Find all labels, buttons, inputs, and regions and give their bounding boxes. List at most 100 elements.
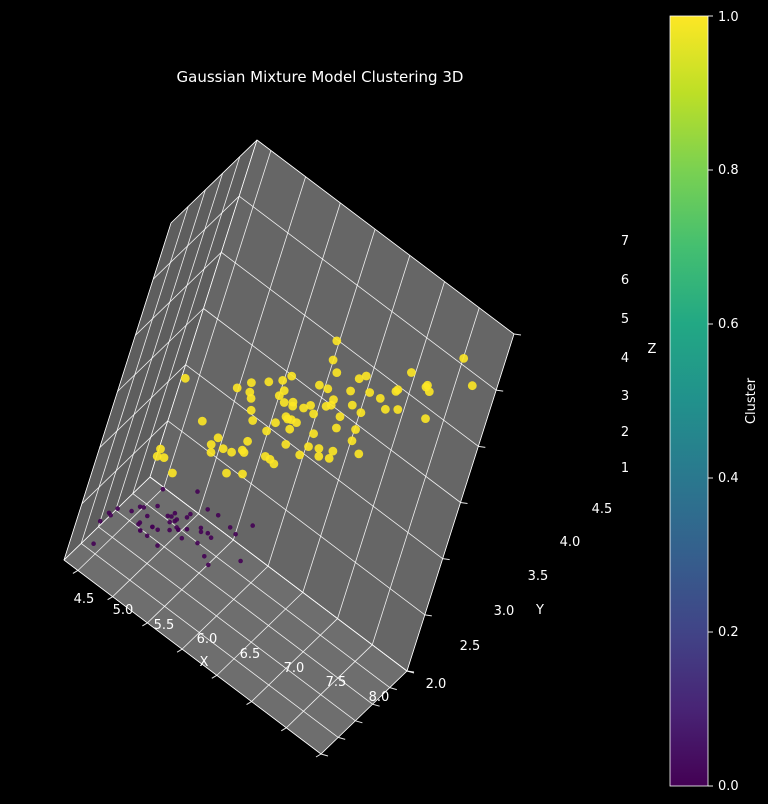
data-point-cluster-1 (218, 444, 228, 454)
z-tick-label: 7 (621, 234, 629, 249)
data-point-cluster-1 (354, 449, 364, 459)
data-point-cluster-1 (332, 368, 342, 377)
z-tick-label: 1 (621, 461, 629, 476)
data-point-cluster-1 (299, 403, 308, 413)
data-point-cluster-1 (156, 444, 165, 454)
grid-line-x-floor (181, 565, 269, 650)
data-point-cluster-1 (421, 382, 431, 392)
x-axis-label: X (200, 655, 209, 670)
data-point-cluster-0 (141, 505, 147, 510)
data-point-cluster-1 (152, 451, 162, 461)
x-tick-mark (211, 674, 218, 679)
data-point-cluster-1 (346, 386, 355, 396)
data-point-cluster-0 (172, 510, 178, 516)
grid-line-z-back (185, 364, 443, 559)
data-point-cluster-0 (167, 519, 172, 525)
data-point-cluster-1 (269, 459, 279, 469)
y-axis-label: Y (535, 603, 544, 618)
data-point-cluster-0 (155, 503, 160, 509)
data-point-cluster-0 (198, 529, 204, 535)
data-point-cluster-0 (238, 558, 243, 564)
data-point-cluster-0 (106, 510, 112, 516)
data-point-cluster-1 (285, 424, 295, 434)
data-point-cluster-0 (174, 517, 180, 522)
x-tick-mark (281, 727, 287, 732)
z-tick-label: 4 (621, 351, 629, 366)
data-point-cluster-1 (237, 445, 247, 455)
data-point-cluster-0 (202, 554, 207, 559)
data-point-cluster-1 (347, 436, 357, 446)
data-point-cluster-1 (271, 418, 280, 428)
x-tick-label: 5.0 (113, 603, 134, 618)
y-tick-label: 2.5 (460, 639, 481, 654)
data-point-cluster-0 (205, 530, 211, 536)
data-point-cluster-1 (295, 450, 305, 460)
data-point-cluster-0 (160, 486, 166, 492)
data-point-cluster-1 (321, 401, 331, 411)
data-point-cluster-1 (309, 409, 318, 419)
data-point-cluster-1 (328, 446, 338, 456)
data-point-cluster-1 (365, 388, 375, 397)
data-point-cluster-1 (260, 452, 270, 461)
data-point-cluster-0 (155, 543, 160, 548)
data-point-cluster-1 (292, 418, 301, 427)
x-tick-mark (107, 596, 113, 601)
data-point-cluster-0 (233, 532, 238, 537)
grid-line-z-back (221, 252, 479, 447)
data-point-cluster-1 (324, 454, 334, 463)
data-point-cluster-0 (136, 522, 141, 527)
plot-area: 4.5 5.0 5.5 6.0 6.5 7.0 7.5 8.0 X 2.0 2.… (63, 139, 657, 758)
y-axis: 2.0 2.5 3.0 3.5 4.0 4.5 Y (320, 502, 612, 757)
data-point-cluster-0 (115, 506, 120, 511)
x-tick-label: 6.5 (240, 647, 261, 662)
data-point-cluster-0 (250, 523, 255, 528)
data-point-cluster-0 (137, 504, 143, 510)
data-point-cluster-1 (213, 433, 223, 443)
data-point-cluster-0 (195, 489, 200, 494)
colorbar-tick-label: 0.0 (718, 779, 739, 794)
y-tick-mark (320, 753, 329, 757)
x-tick-mark (315, 753, 322, 758)
z-tick-label: 5 (621, 312, 629, 327)
data-point-cluster-1 (332, 423, 341, 433)
data-point-cluster-1 (375, 394, 385, 403)
z-axis: 1 2 3 4 5 6 7 Z (406, 234, 657, 673)
grid-line-z-left (63, 476, 151, 561)
colorbar: 0.0 0.2 0.4 0.6 0.8 1.0 Cluster (669, 10, 759, 794)
data-point-cluster-0 (174, 525, 179, 530)
data-point-cluster-1 (329, 395, 338, 404)
data-point-cluster-1 (381, 404, 390, 414)
data-point-cluster-1 (315, 380, 324, 390)
data-point-cluster-1 (314, 444, 324, 453)
y-tick-label: 2.0 (426, 677, 447, 692)
data-point-cluster-1 (393, 385, 403, 395)
data-point-cluster-0 (206, 562, 211, 568)
data-point-cluster-0 (184, 515, 190, 520)
x-tick-label: 8.0 (369, 690, 390, 705)
data-point-cluster-0 (208, 535, 214, 540)
data-point-cluster-1 (347, 400, 357, 410)
grid-line-x-floor (285, 644, 373, 729)
data-point-cluster-1 (281, 440, 291, 449)
data-point-cluster-0 (198, 525, 204, 531)
data-point-cluster-0 (144, 533, 150, 539)
x-tick-label: 7.0 (284, 661, 305, 676)
data-point-cluster-1 (306, 401, 315, 410)
z-tick-mark (406, 670, 415, 673)
x-tick-label: 6.0 (197, 632, 218, 647)
data-point-cluster-1 (459, 354, 469, 363)
data-point-cluster-1 (335, 412, 345, 422)
data-point-cluster-1 (354, 374, 364, 384)
grid-lines (63, 139, 515, 755)
data-point-cluster-1 (168, 468, 177, 478)
data-point-cluster-1 (304, 442, 313, 451)
data-point-cluster-1 (467, 381, 477, 391)
grid-line-z-back (256, 139, 515, 335)
y-tick-mark (338, 736, 346, 740)
data-point-cluster-1 (159, 453, 169, 462)
data-point-cluster-1 (393, 405, 403, 414)
grid-line-z-left (152, 195, 240, 280)
data-point-cluster-1 (279, 398, 289, 407)
x-tick-mark (142, 622, 148, 627)
